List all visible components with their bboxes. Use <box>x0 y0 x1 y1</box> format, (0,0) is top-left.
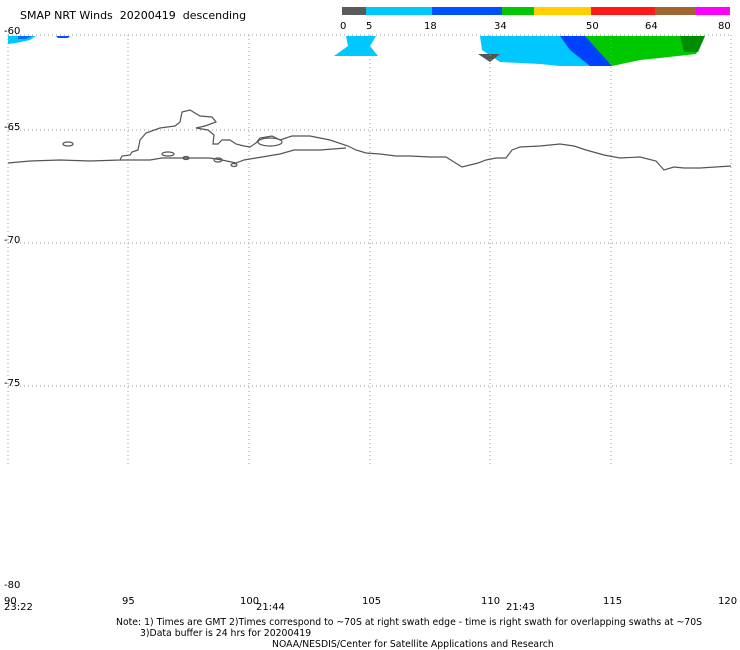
note-line-1: Note: 1) Times are GMT 2)Times correspon… <box>116 617 703 628</box>
colorbar-tick-34: 34 <box>494 21 507 32</box>
note-line-2: 3)Data buffer is 24 hrs for 20200419 <box>140 628 312 639</box>
colorbar-tick-80: 80 <box>718 21 731 32</box>
island-5 <box>213 157 223 163</box>
wind-swath-right-green <box>585 36 705 66</box>
time-label-center: 21:44 <box>256 602 285 613</box>
lon-label-105: 105 <box>362 596 382 607</box>
lon-label-90: 90 <box>4 596 17 607</box>
lon-label-95: 95 <box>122 596 135 607</box>
colorbar-tick-50: 50 <box>586 21 599 32</box>
wind-swath-right-blue <box>560 36 612 66</box>
lat-label-70: -70 <box>4 235 21 246</box>
colorbar-tick-5: 5 <box>366 21 373 32</box>
colorbar-segment-5 <box>591 7 655 15</box>
map-title: SMAP NRT Winds 20200419 descending <box>20 10 246 21</box>
wind-swath-gray <box>478 54 500 62</box>
wind-swath-left-blue <box>18 36 32 39</box>
island-1 <box>62 141 74 147</box>
title-pass: descending <box>182 9 247 22</box>
lat-label-75: -75 <box>4 378 21 389</box>
colorbar-segment-3 <box>502 7 534 15</box>
wind-swath-center <box>334 36 378 56</box>
lat-label-65: -65 <box>4 122 21 133</box>
island-6 <box>230 162 238 168</box>
colorbar-segment-1 <box>366 7 432 15</box>
colorbar-tick-0: 0 <box>340 21 347 32</box>
colorbar-tick-18: 18 <box>424 21 437 32</box>
wind-swath-left-edge <box>8 36 36 44</box>
lon-label-115: 115 <box>603 596 623 607</box>
wind-swath-right-dark <box>680 36 705 52</box>
colorbar-segment-0 <box>342 7 366 15</box>
colorbar-segment-6 <box>655 7 696 15</box>
time-label-right: 21:43 <box>506 602 535 613</box>
colorbar-tick-64: 64 <box>645 21 658 32</box>
lat-label-80: -80 <box>4 580 21 591</box>
wind-swath-left-dot <box>56 36 70 38</box>
colorbar-segment-7 <box>696 7 730 15</box>
island-3 <box>257 137 283 147</box>
time-label-left: 23:22 <box>4 602 33 613</box>
island-2 <box>161 151 175 157</box>
lon-label-110: 110 <box>481 596 501 607</box>
grid-lines <box>7 34 732 466</box>
coastline-inner <box>120 147 347 164</box>
note-line-3: NOAA/NESDIS/Center for Satellite Applica… <box>272 639 554 650</box>
colorbar-segment-2 <box>432 7 502 15</box>
island-4 <box>182 155 190 161</box>
lat-label-60: -60 <box>4 26 21 37</box>
lon-label-100: 100 <box>240 596 260 607</box>
lon-label-120: 120 <box>718 596 738 607</box>
coastline-main <box>7 109 732 171</box>
title-text: SMAP NRT Winds <box>20 9 113 22</box>
title-date: 20200419 <box>119 9 176 22</box>
colorbar-segment-4 <box>534 7 591 15</box>
coastline <box>7 109 732 171</box>
